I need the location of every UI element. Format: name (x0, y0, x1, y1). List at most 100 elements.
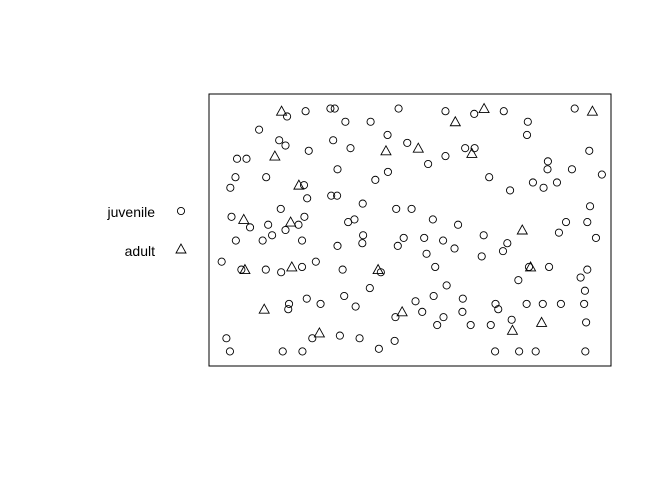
juvenile-point (294, 220, 303, 229)
juvenile-point (340, 291, 349, 301)
juvenile-point (374, 344, 383, 353)
juvenile-point (441, 152, 450, 161)
juvenile-point (420, 233, 429, 242)
juvenile-point (333, 165, 342, 174)
juvenile-point (403, 138, 412, 147)
juvenile-point (383, 167, 392, 176)
juvenile-point (316, 299, 325, 308)
juvenile-point (470, 144, 479, 153)
adult-point (269, 150, 281, 161)
juvenile-point (231, 173, 240, 182)
juvenile-point (528, 178, 537, 187)
adult-point (239, 263, 251, 275)
juvenile-point (506, 186, 515, 195)
juvenile-point (276, 204, 285, 213)
juvenile-point (301, 107, 310, 116)
adult-point (412, 142, 425, 153)
adult-point (313, 327, 326, 338)
juvenile-point (311, 257, 320, 266)
adult-point (286, 261, 298, 272)
juvenile-point (477, 252, 486, 261)
juvenile-point (284, 299, 294, 308)
juvenile-point (284, 305, 293, 314)
juvenile-point (242, 154, 251, 163)
adult-point (478, 102, 490, 114)
juvenile-point (503, 239, 512, 248)
juvenile-point (442, 281, 451, 290)
adult-point (516, 224, 529, 235)
juvenile-point (556, 299, 565, 308)
juvenile-point (441, 107, 450, 116)
juvenile-point (450, 244, 459, 253)
juvenile-point (597, 170, 606, 179)
juvenile-point (429, 291, 438, 301)
juvenile-point (583, 218, 592, 227)
juvenile-point (297, 236, 307, 245)
juvenile-point (498, 247, 508, 256)
juvenile-point (580, 286, 589, 295)
series-adult (237, 102, 599, 338)
juvenile-point (570, 104, 579, 113)
juvenile-point (439, 313, 448, 322)
juvenile-point (227, 212, 236, 221)
juvenile-point (486, 320, 495, 330)
adult-point (258, 303, 270, 314)
legend-marker-adult (175, 243, 187, 254)
adult-point (237, 213, 250, 224)
juvenile-point (359, 231, 368, 240)
juvenile-point (585, 146, 594, 155)
juvenile-point (358, 239, 367, 248)
juvenile-point (329, 136, 338, 145)
juvenile-point (262, 173, 271, 182)
juvenile-legend-symbol (176, 206, 186, 216)
juvenile-point (303, 194, 312, 203)
juvenile-point (523, 117, 532, 126)
plot-frame (208, 93, 612, 367)
juvenile-point (225, 347, 234, 356)
juvenile-point (458, 307, 467, 316)
juvenile-point (470, 109, 479, 118)
juvenile-point (261, 265, 270, 274)
juvenile-point (507, 315, 516, 324)
points-layer (217, 102, 606, 356)
juvenile-point (494, 305, 503, 314)
juvenile-point (258, 236, 267, 245)
juvenile-point (582, 318, 591, 327)
juvenile-point (407, 204, 416, 213)
adult-point (372, 263, 384, 275)
juvenile-point (304, 146, 313, 155)
legend-marker-juvenile (176, 206, 186, 216)
juvenile-point (300, 212, 309, 221)
juvenile-point (245, 223, 255, 232)
juvenile-point (522, 299, 531, 308)
juvenile-point (277, 268, 286, 277)
juvenile-point (543, 157, 552, 166)
juvenile-point (531, 347, 540, 356)
juvenile-point (341, 117, 350, 126)
juvenile-point (308, 334, 317, 343)
juvenile-point (491, 299, 500, 308)
juvenile-point (522, 130, 532, 140)
juvenile-point (394, 104, 403, 113)
juvenile-point (576, 273, 585, 282)
juvenile-point (346, 144, 355, 153)
juvenile-point (479, 231, 488, 240)
juvenile-point (428, 215, 437, 224)
adult-point (293, 179, 305, 190)
juvenile-point (330, 104, 339, 113)
juvenile-point (433, 320, 442, 330)
juvenile-point (281, 225, 290, 235)
juvenile-point (278, 347, 287, 356)
juvenile-point (485, 173, 494, 182)
juvenile-point (580, 299, 589, 308)
juvenile-point (567, 165, 576, 174)
juvenile-point (268, 231, 277, 240)
juvenile-point (411, 297, 420, 306)
juvenile-point (499, 107, 508, 116)
juvenile-point (454, 220, 463, 229)
juvenile-point (390, 336, 399, 345)
adult-point (449, 115, 462, 127)
juvenile-point (515, 347, 524, 356)
juvenile-point (552, 178, 562, 187)
